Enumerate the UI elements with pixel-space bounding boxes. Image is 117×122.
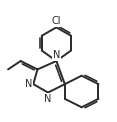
Text: N: N [25, 79, 32, 89]
Text: Cl: Cl [52, 16, 61, 26]
Text: N: N [44, 94, 52, 104]
Text: N: N [53, 50, 60, 60]
